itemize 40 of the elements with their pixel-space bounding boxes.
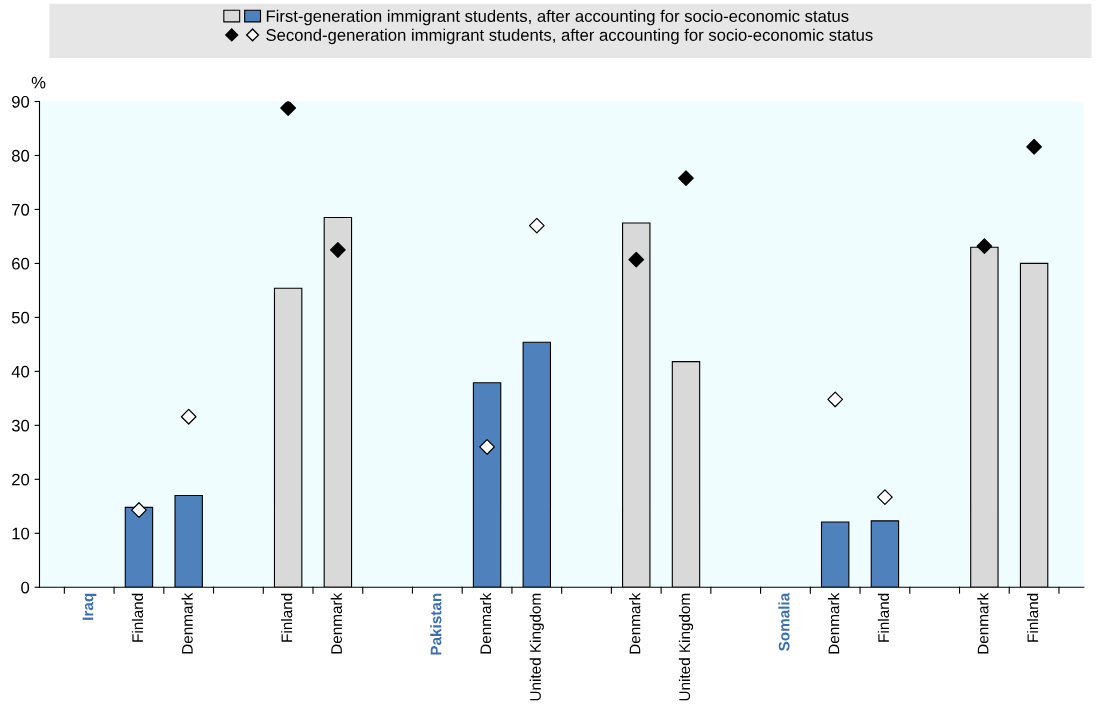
- point: [329, 242, 346, 258]
- x-tick-label: Denmark: [330, 592, 342, 654]
- y-tick-label: 50: [11, 311, 30, 324]
- x-tick-label: Finland: [1026, 593, 1039, 642]
- point: [131, 502, 147, 518]
- y-axis-title: %: [31, 76, 46, 89]
- point: [180, 408, 197, 425]
- y-tick-label: 0: [21, 581, 30, 594]
- x-tick-label: Finland: [281, 593, 293, 642]
- x-tick-label: Finland: [131, 593, 144, 642]
- x-tick-label: United Kingdom: [678, 593, 694, 701]
- y-tick-label: 60: [12, 257, 30, 270]
- y-tick-label: 40: [11, 365, 30, 378]
- y-tick-label: 80: [11, 149, 30, 162]
- y-tick-label: 90: [12, 95, 30, 108]
- point: [280, 101, 297, 116]
- point: [628, 251, 645, 268]
- point: [528, 217, 545, 234]
- x-tick-label: Denmark: [181, 592, 193, 654]
- point: [678, 170, 694, 187]
- y-tick-label: 70: [12, 203, 30, 216]
- x-tick-label: Finland: [877, 593, 890, 642]
- x-tick-label: Denmark: [629, 592, 641, 654]
- legend-label: Second-generation immigrant students, after accounting for socio-economic status: [266, 28, 873, 45]
- point: [976, 238, 993, 255]
- x-tick-label: Denmark: [479, 592, 492, 654]
- y-tick-label: 10: [12, 527, 30, 540]
- x-tick-label: Denmark: [977, 592, 989, 654]
- y-tick-label: 20: [12, 473, 30, 486]
- x-tick-label: United Kingdom: [529, 593, 544, 701]
- point: [1026, 138, 1043, 155]
- x-tick-label: Iraq: [82, 593, 97, 620]
- x-tick-label: Denmark: [828, 592, 840, 654]
- x-tick-label: Pakistan: [430, 593, 442, 655]
- x-tick-label: Somalia: [778, 592, 790, 651]
- point: [827, 391, 844, 408]
- y-tick-label: 30: [11, 419, 30, 432]
- point: [877, 489, 893, 506]
- legend-label: First-generation immigrant students, after accounting for socio-economic status: [266, 9, 849, 26]
- point: [479, 439, 495, 455]
